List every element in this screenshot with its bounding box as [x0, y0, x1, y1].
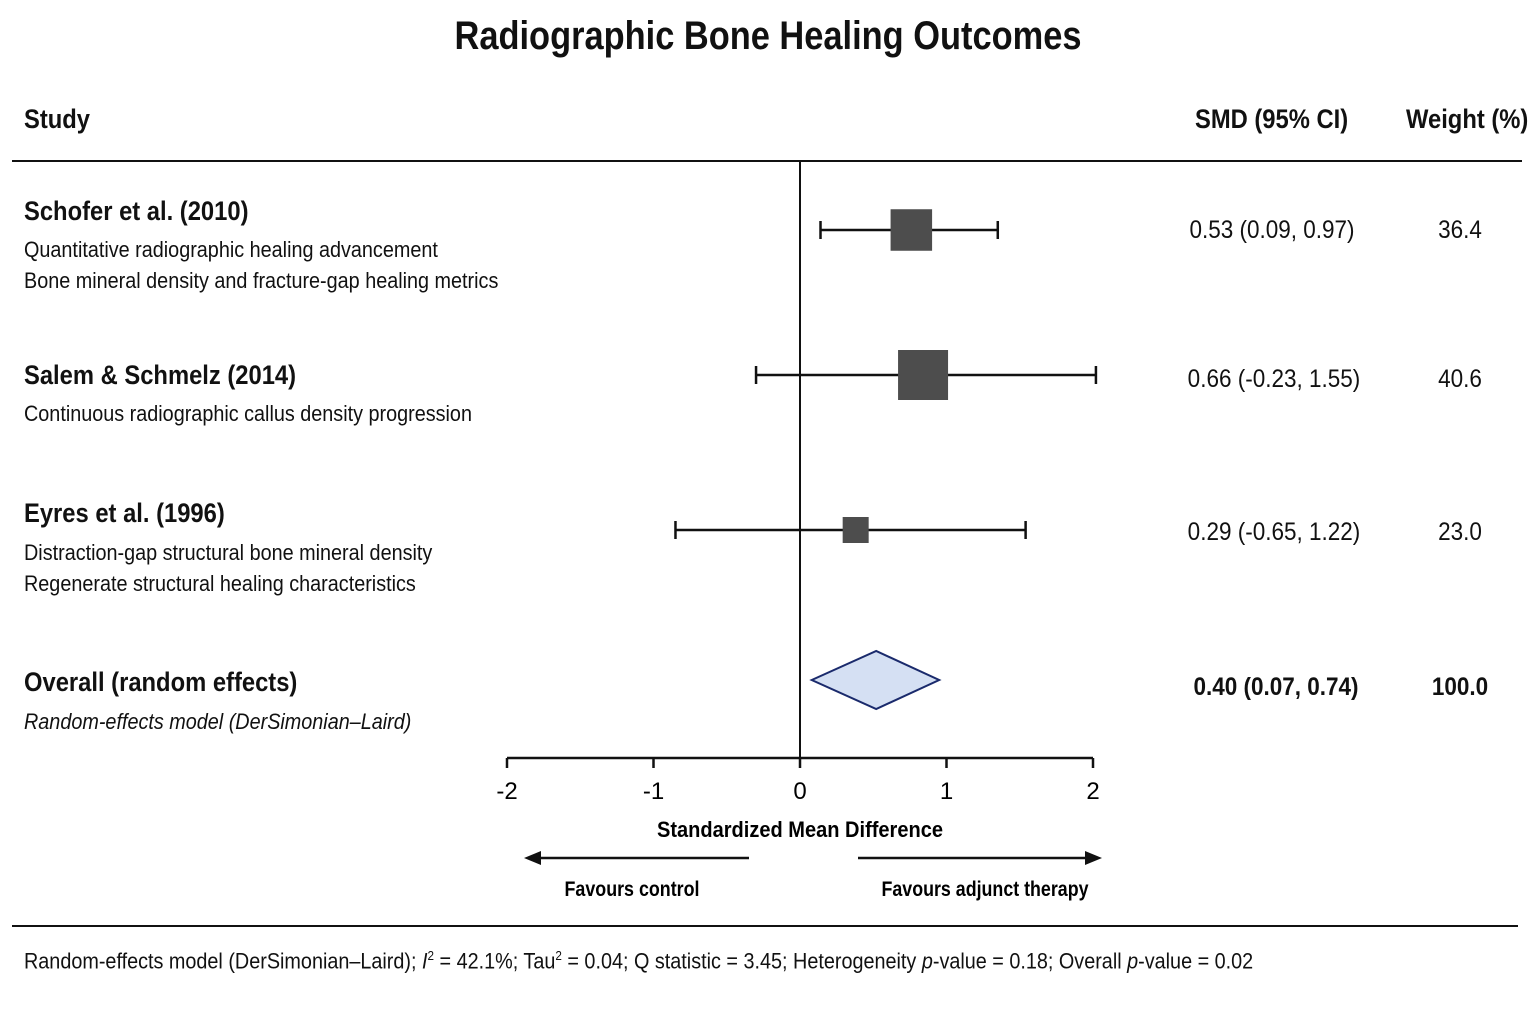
- weight-value: 36.4: [1438, 216, 1482, 244]
- footer-i2-label: I: [422, 948, 428, 974]
- footer-tau-value: = 0.04;: [561, 948, 629, 974]
- header-smd: SMD (95% CI): [1195, 104, 1349, 134]
- study-name-schofer: Schofer et al. (2010): [24, 196, 249, 226]
- study-desc: Distraction-gap structural bone mineral …: [24, 540, 433, 565]
- weight-value: 40.6: [1438, 365, 1482, 393]
- footer-model: Random-effects model (DerSimonian–Laird)…: [24, 948, 417, 974]
- favours-adjunct-label: Favours adjunct therapy: [882, 878, 1089, 901]
- x-tick-label: 1: [940, 778, 953, 805]
- study-marks: [674, 209, 1098, 543]
- footer-p-label-2: p: [1127, 948, 1139, 974]
- footer-p-label: p: [921, 948, 933, 974]
- smd-value: 0.29 (-0.65, 1.22): [1187, 518, 1361, 546]
- study-desc: Regenerate structural healing characteri…: [24, 571, 416, 596]
- x-axis-ticks: -2 -1 0 1 2: [496, 758, 1100, 805]
- overall-weight-value: 100.0: [1431, 673, 1489, 701]
- header-study: Study: [24, 104, 91, 134]
- x-tick-label: 0: [793, 778, 806, 805]
- footer-tau-sup: 2: [555, 948, 562, 963]
- favours-left-arrow-head: [524, 851, 541, 865]
- chart-title: Radiographic Bone Healing Outcomes: [454, 14, 1082, 58]
- favours-control-label: Favours control: [565, 878, 700, 901]
- overall-smd-value: 0.40 (0.07, 0.74): [1193, 673, 1359, 701]
- footer-overall-value: -value = 0.02: [1138, 948, 1254, 974]
- overall-diamond: [809, 649, 942, 711]
- favours-right-arrow-head: [1085, 851, 1102, 865]
- x-axis-label: Standardized Mean Difference: [657, 817, 943, 842]
- smd-value: 0.66 (-0.23, 1.55): [1187, 365, 1361, 393]
- x-tick-label: -2: [496, 778, 517, 805]
- footer-i2-sup: 2: [427, 948, 435, 963]
- overall-model: Random-effects model (DerSimonian–Laird): [24, 709, 412, 734]
- footer-het-value: -value = 0.18;: [932, 948, 1054, 974]
- effect-box: [890, 209, 933, 251]
- smd-value: 0.53 (0.09, 0.97): [1189, 216, 1355, 244]
- study-name-eyres: Eyres et al. (1996): [24, 498, 225, 528]
- x-tick-label: 2: [1086, 778, 1099, 805]
- x-tick-label: -1: [643, 778, 664, 805]
- footer-het-prefix: Heterogeneity: [793, 948, 917, 974]
- study-desc: Bone mineral density and fracture-gap he…: [24, 268, 499, 293]
- footer-tau-label: Tau: [523, 948, 556, 974]
- header-weight: Weight (%): [1406, 104, 1529, 134]
- effect-box: [898, 350, 949, 400]
- footer-i2-value: = 42.1%;: [434, 948, 519, 974]
- study-desc: Continuous radiographic callus density p…: [24, 401, 472, 426]
- heterogeneity-footer: Random-effects model (DerSimonian–Laird)…: [24, 948, 1253, 974]
- footer-overall-prefix: Overall: [1058, 948, 1122, 974]
- study-desc: Quantitative radiographic healing advanc…: [24, 237, 438, 262]
- weight-value: 23.0: [1438, 518, 1482, 546]
- overall-name: Overall (random effects): [24, 667, 298, 697]
- footer-q: Q statistic = 3.45;: [633, 948, 788, 974]
- study-name-salem: Salem & Schmelz (2014): [24, 360, 297, 390]
- effect-box: [842, 517, 869, 543]
